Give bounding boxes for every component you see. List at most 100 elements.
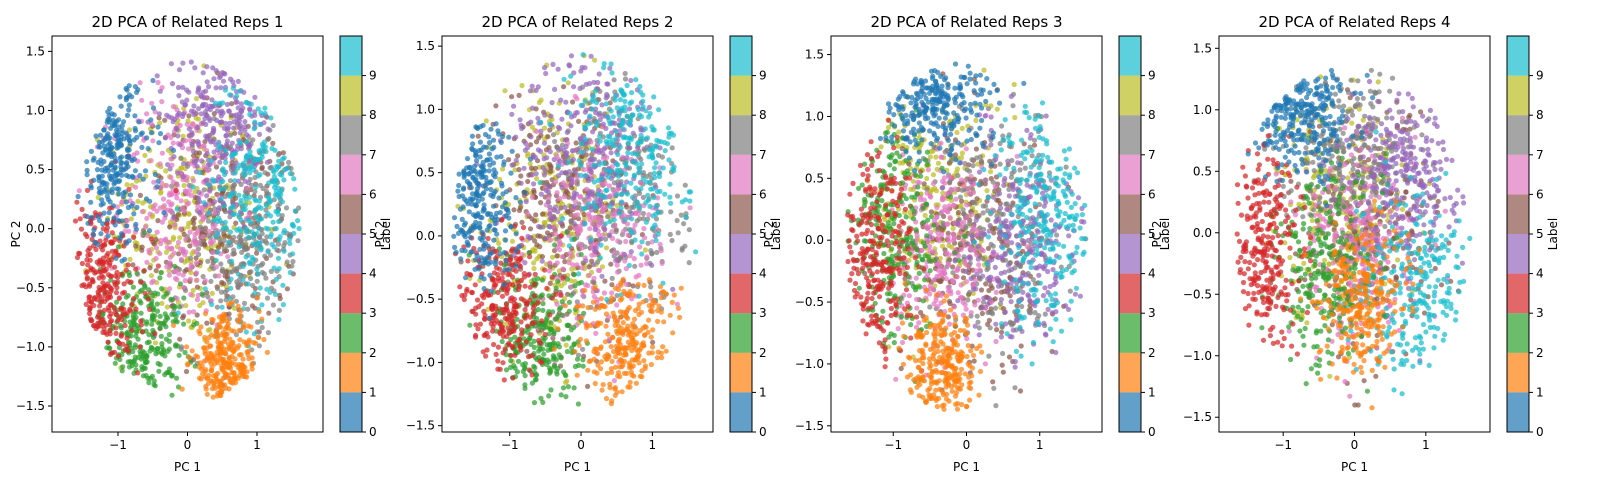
point-label-3 [549,295,556,301]
point-label-4 [224,101,230,107]
point-label-4 [235,78,241,84]
point-label-0 [498,180,505,186]
point-label-0 [473,219,479,225]
point-label-9 [234,93,240,99]
point-label-3 [482,332,488,338]
point-label-4 [562,137,568,143]
point-label-6 [534,128,540,134]
point-label-9 [248,219,254,225]
point-label-9 [632,237,638,243]
point-label-4 [585,193,591,200]
point-label-3 [525,354,532,360]
point-label-6 [177,246,184,252]
point-label-0 [492,174,498,180]
point-label-7 [260,261,266,267]
point-label-0 [97,132,104,138]
point-label-0 [101,180,107,186]
point-label-1 [241,325,247,331]
point-label-3 [499,275,505,281]
point-label-6 [195,203,201,209]
point-label-8 [124,182,130,188]
point-label-4 [175,84,182,91]
point-label-0 [131,137,137,143]
point-label-9 [610,114,616,120]
point-label-4 [233,99,239,105]
point-label-7 [552,138,558,145]
point-label-1 [193,353,199,359]
point-label-9 [636,293,642,299]
point-label-4 [538,191,544,197]
point-label-9 [582,136,589,142]
point-label-8 [148,273,154,279]
point-label-2 [130,284,136,290]
point-label-9 [686,189,692,195]
point-label-1 [241,339,247,345]
point-label-5 [204,320,210,326]
point-label-4 [541,140,548,146]
point-label-0 [124,154,130,160]
point-label-1 [264,349,270,355]
point-label-7 [603,236,609,242]
point-label-5 [516,92,522,98]
point-label-6 [187,276,193,282]
point-label-6 [144,259,150,265]
point-label-1 [230,348,237,354]
point-label-0 [513,263,519,269]
x-tick-label: 0 [184,438,192,452]
point-label-2 [552,242,558,248]
point-label-1 [223,333,229,339]
point-label-2 [143,360,149,366]
point-label-0 [75,193,81,200]
point-label-0 [117,235,123,241]
point-label-7 [241,300,248,306]
point-label-5 [630,283,636,289]
point-label-0 [84,159,90,165]
point-label-7 [595,259,601,265]
point-label-3 [522,307,528,313]
point-label-5 [547,168,554,174]
point-label-2 [572,283,578,289]
point-label-2 [499,338,505,345]
point-label-2 [522,382,528,388]
point-label-7 [234,239,240,245]
point-label-9 [244,100,250,106]
point-label-4 [222,120,229,126]
point-label-1 [249,362,255,368]
point-label-4 [592,226,598,233]
point-label-0 [114,186,120,192]
point-label-2 [548,387,554,393]
point-label-0 [101,210,107,216]
point-label-6 [246,212,252,218]
point-label-3 [97,319,103,325]
point-label-0 [506,266,512,272]
point-label-4 [558,97,564,103]
point-label-2 [520,362,526,368]
point-label-9 [633,185,639,191]
point-label-9 [243,329,249,335]
point-label-0 [105,233,111,239]
point-label-9 [276,158,282,164]
point-label-2 [158,333,164,339]
point-label-4 [529,83,535,89]
point-label-7 [233,298,239,304]
point-label-7 [286,159,292,165]
point-label-4 [245,180,252,186]
point-label-3 [77,216,83,222]
point-label-3 [491,341,497,348]
point-label-7 [649,250,655,256]
point-label-8 [532,248,538,254]
point-label-2 [173,375,180,381]
point-label-7 [221,246,227,252]
point-label-6 [187,187,193,193]
point-label-0 [484,157,490,163]
point-label-5 [232,130,238,136]
point-label-3 [133,266,139,272]
point-label-6 [153,255,159,262]
point-label-9 [232,170,238,176]
point-label-9 [281,248,287,254]
point-label-9 [274,192,280,198]
point-label-3 [480,349,486,355]
point-label-7 [648,284,654,290]
point-label-0 [96,185,102,191]
chart-title: 2D PCA of Related Reps 1 [92,13,284,31]
